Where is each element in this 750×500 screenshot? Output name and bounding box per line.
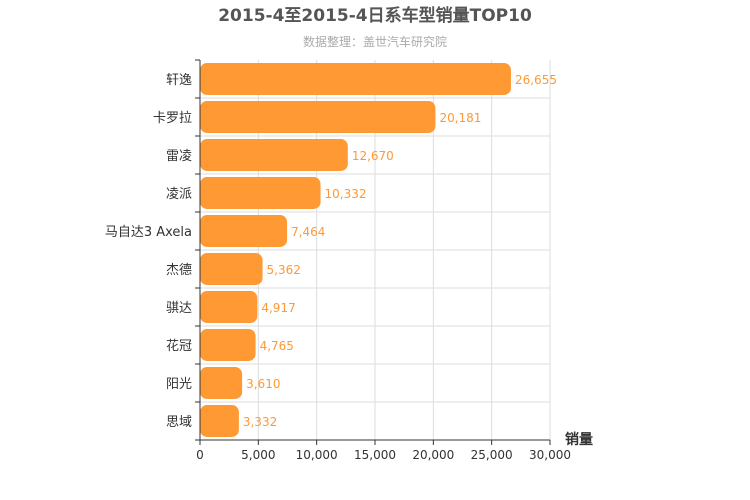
bar [200, 215, 288, 247]
axes: 0 5,000 10,000 15,000 20,000 25,000 30,000 [195, 59, 571, 462]
data-label: 12,670 [352, 149, 394, 163]
category-label: 阳光 [166, 377, 192, 392]
x-axis-title: 销量 [565, 431, 593, 448]
data-label: 7,464 [291, 225, 325, 239]
data-label: 5,362 [267, 263, 301, 277]
category-label: 杰德 [166, 263, 192, 278]
bar [200, 63, 511, 95]
bar [200, 139, 348, 171]
x-tick-label: 10,000 [296, 448, 338, 462]
data-label: 10,332 [325, 187, 367, 201]
bar [200, 367, 243, 399]
x-tick-label: 0 [196, 448, 204, 462]
data-label: 20,181 [439, 111, 481, 125]
bars [200, 63, 511, 437]
category-label: 卡罗拉 [153, 111, 192, 126]
bar [200, 329, 256, 361]
category-label: 轩逸 [166, 73, 192, 88]
grid-lines [200, 60, 551, 440]
category-label: 骐达 [166, 301, 192, 316]
data-label: 3,610 [246, 377, 280, 391]
bar [200, 101, 436, 133]
bar [200, 291, 258, 323]
chart-title: 2015-4至2015-4日系车型销量TOP10 [218, 5, 532, 26]
data-label: 4,765 [260, 339, 294, 353]
x-tick-label: 15,000 [354, 448, 396, 462]
data-label: 4,917 [261, 301, 295, 315]
x-tick-label: 5,000 [241, 448, 275, 462]
bar [200, 253, 263, 285]
bar [200, 177, 321, 209]
bar [200, 405, 239, 437]
labels: 轩逸 26,655 卡罗拉 20,181 雷凌 12,670 凌派 10,332 马自达3 Ax… [105, 73, 557, 430]
x-tick-label: 25,000 [471, 448, 513, 462]
category-label: 思域 [166, 415, 192, 430]
category-label: 凌派 [166, 187, 192, 202]
chart-subtitle: 数据整理：盖世汽车研究院 [303, 34, 447, 49]
category-label: 雷凌 [166, 149, 192, 164]
category-label: 花冠 [166, 338, 192, 354]
x-tick-label: 20,000 [412, 448, 454, 462]
x-tick-label: 30,000 [529, 448, 571, 462]
data-label: 3,332 [243, 415, 277, 429]
category-label: 马自达3 Axela [105, 225, 192, 240]
data-label: 26,655 [515, 73, 557, 87]
